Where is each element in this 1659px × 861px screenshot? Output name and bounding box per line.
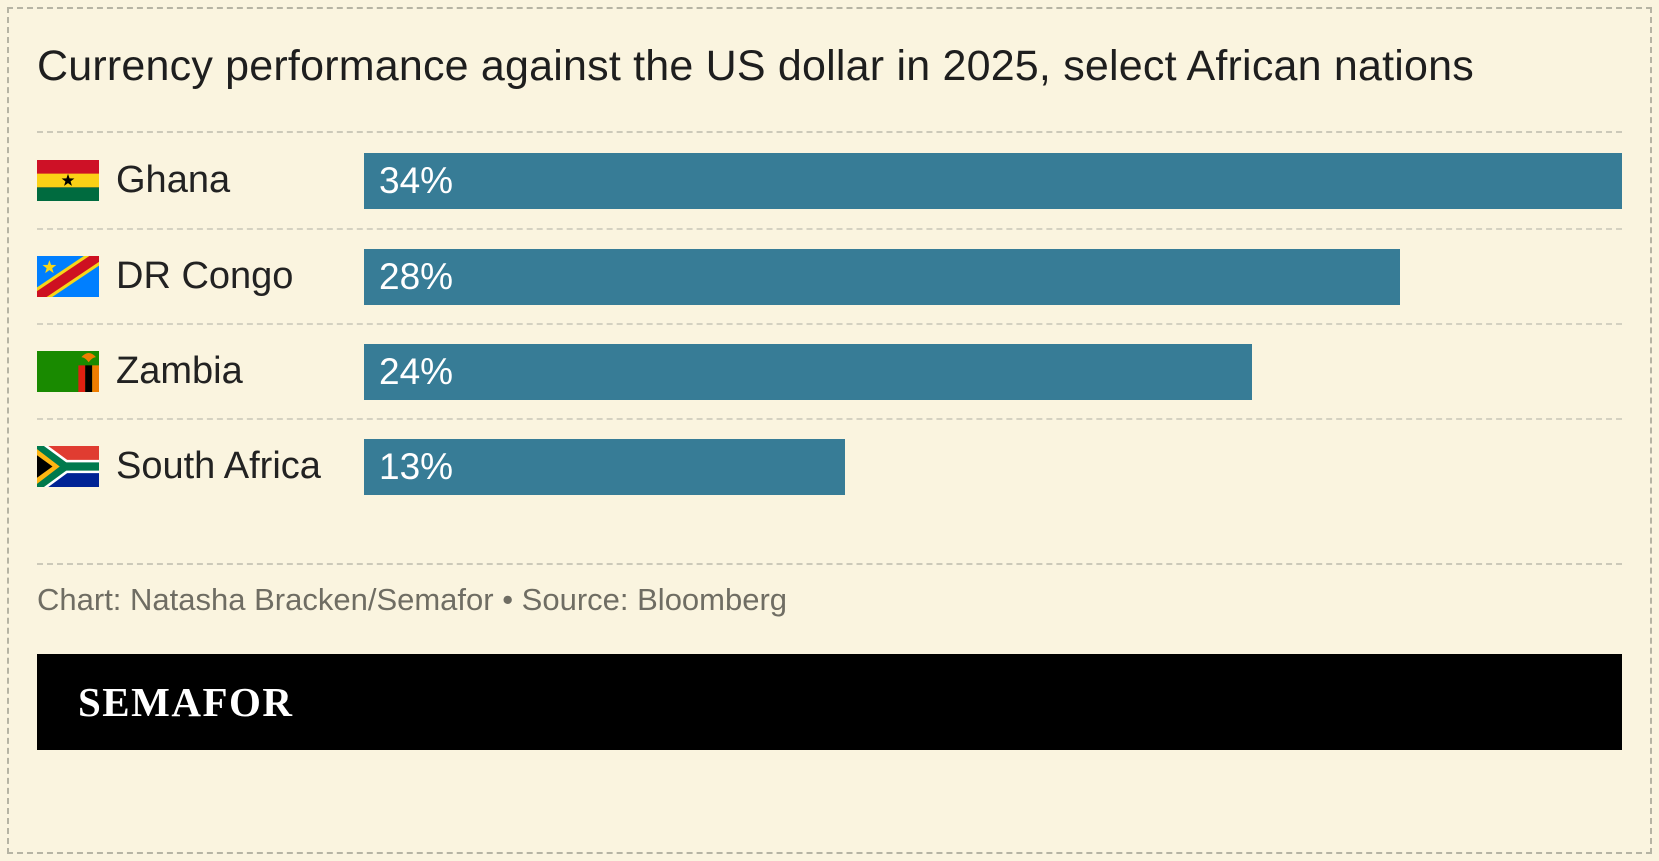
bar-value-label: 24% (379, 350, 454, 392)
row-label-cell: DR Congo (37, 255, 364, 298)
ghana-flag-icon (37, 160, 99, 202)
semafor-logo: SEMAFOR (78, 679, 294, 726)
row-label-cell: South Africa (37, 445, 364, 488)
bar-value-label: 34% (379, 159, 454, 201)
country-label: DR Congo (116, 255, 294, 298)
country-label: Ghana (116, 159, 231, 202)
separator-above-credit (37, 563, 1622, 566)
semafor-banner: SEMAFOR (37, 654, 1622, 751)
chart-row-dr-congo: DR Congo 28% (37, 228, 1622, 323)
row-label-cell: Ghana (37, 159, 364, 202)
chart-row-ghana: Ghana 34% (37, 133, 1622, 228)
dr-congo-flag-icon (37, 256, 99, 298)
country-label: South Africa (116, 445, 321, 488)
dr-congo-bar: 28% (364, 248, 1400, 305)
chart-title: Currency performance against the US doll… (37, 42, 1474, 90)
bar-track: 28% (364, 248, 1622, 305)
south-africa-flag-icon (37, 446, 99, 488)
zambia-flag-icon (37, 351, 99, 393)
bar-track: 34% (364, 152, 1622, 209)
row-label-cell: Zambia (37, 350, 364, 393)
chart-credit: Chart: Natasha Bracken/Semafor • Source:… (37, 582, 788, 618)
chart-row-south-africa: South Africa 13% (37, 418, 1622, 513)
bar-chart: Ghana 34% DR Congo (37, 133, 1622, 513)
south-africa-bar: 13% (364, 438, 845, 495)
zambia-bar: 24% (364, 343, 1252, 400)
chart-row-zambia: Zambia 24% (37, 323, 1622, 418)
chart-card: Currency performance against the US doll… (7, 7, 1652, 854)
ghana-bar: 34% (364, 152, 1622, 209)
bar-track: 24% (364, 343, 1622, 400)
bar-track: 13% (364, 438, 1622, 495)
bar-value-label: 13% (379, 445, 454, 487)
separator-below-title (37, 131, 1622, 134)
bar-value-label: 28% (379, 255, 454, 297)
country-label: Zambia (116, 350, 243, 393)
